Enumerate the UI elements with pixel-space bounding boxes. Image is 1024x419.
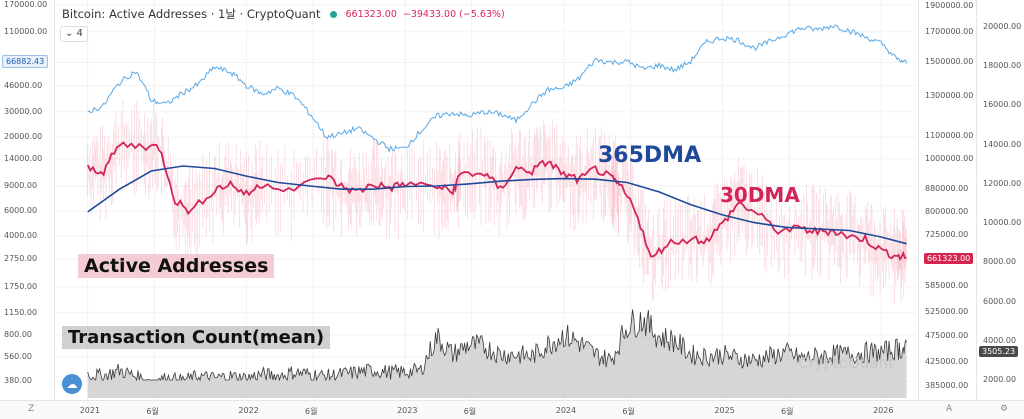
price-series <box>87 24 907 154</box>
y-tick-label: 4000.00 <box>4 230 38 240</box>
y-tick-label: 18000.00 <box>983 61 1022 71</box>
y-tick-label: 46000.00 <box>4 80 43 90</box>
y-tick-label: 6000.00 <box>983 296 1017 306</box>
price-badge: 66882.43 <box>2 55 49 68</box>
y-tick-label: 525000.00 <box>925 307 969 317</box>
y-tick-label: 9000.00 <box>4 181 38 191</box>
y-tick-label: 2750.00 <box>4 254 38 264</box>
x-tick-label: 6월 <box>463 407 477 416</box>
y-tick-label: 1000000.00 <box>925 153 974 163</box>
x-tick-label: 6월 <box>622 407 635 416</box>
y-tick-label: 170000.00 <box>4 0 48 9</box>
settings-gear-icon[interactable]: ⚙ <box>1000 404 1009 414</box>
legend-collapse-button[interactable]: ⌄ 4 <box>60 26 88 42</box>
current-value: 661323.00 <box>345 8 397 20</box>
y-tick-label: 14000.00 <box>983 139 1022 149</box>
y-tick-label: 560.00 <box>4 352 32 362</box>
transaction-count-series <box>87 309 907 382</box>
transaction-count-label: Transaction Count(mean) <box>62 326 331 349</box>
cloud-logo-icon[interactable]: ☁ <box>62 374 82 394</box>
y-tick-label: 1300000.00 <box>925 91 974 101</box>
x-tick-label: 6월 <box>305 407 318 416</box>
y-tick-label: 4000.00 <box>983 335 1017 345</box>
y-tick-label: 8000.00 <box>983 257 1017 267</box>
active-addresses-label: Active Addresses <box>78 254 275 278</box>
auto-scale-icon[interactable]: A <box>946 404 953 414</box>
y-tick-label: 10000.00 <box>983 218 1022 228</box>
y-tick-label: 1700000.00 <box>925 27 974 37</box>
chart-header: Bitcoin: Active Addresses · 1날 · CryptoQ… <box>62 6 505 22</box>
y-tick-label: 425000.00 <box>925 357 969 367</box>
y-tick-label: 110000.00 <box>4 26 48 36</box>
y-tick-label: 14000.00 <box>4 153 43 163</box>
dma365-series <box>87 165 907 245</box>
x-tick-label: 2021 <box>79 406 101 415</box>
y-tick-label: 2000.00 <box>983 375 1017 384</box>
y-tick-label: 585000.00 <box>925 281 969 291</box>
zoom-reset-icon[interactable]: Z <box>28 404 35 414</box>
time-axis[interactable]: 2021 6월 2022 6월 2023 6월 2024 6월 2025 6월 2026 <box>0 400 1024 419</box>
y-tick-label: 800.00 <box>4 330 32 340</box>
y-tick-label: 30000.00 <box>4 106 43 116</box>
cryptoquant-watermark: CryptoQuant <box>798 354 894 372</box>
y-tick-label: 880000.00 <box>925 184 969 194</box>
dma30-label: 30DMA <box>720 183 800 207</box>
x-tick-label: 6월 <box>781 407 794 416</box>
left-price-axis[interactable]: 170000.00 110000.00 66882.43 46000.00 30000.… <box>0 0 55 400</box>
y-tick-label: 1150.00 <box>4 307 38 317</box>
y-tick-label: 20000.00 <box>4 131 43 141</box>
y-tick-label: 800000.00 <box>925 206 969 216</box>
transaction-count-badge: 3505.23 <box>979 346 1019 357</box>
y-tick-label: 1900000.00 <box>925 1 974 10</box>
x-tick-label: 2024 <box>555 406 577 415</box>
active-addresses-axis[interactable]: 1900000.00 1700000.00 1500000.00 1300000.00… <box>918 0 977 400</box>
y-tick-label: 20000.00 <box>983 22 1022 31</box>
active-addresses-badge: 661323.00 <box>924 253 974 264</box>
value-change: −39433.00 (−5.63%) <box>402 8 505 20</box>
dma30-series <box>86 141 907 262</box>
y-tick-label: 6000.00 <box>4 206 38 215</box>
chart-title: Bitcoin: Active Addresses · 1날 · CryptoQ… <box>62 7 321 21</box>
x-tick-label: 2025 <box>714 406 735 415</box>
transaction-count-axis[interactable]: 20000.00 18000.00 16000.00 14000.00 12000.00… <box>976 0 1024 400</box>
y-tick-label: 1100000.00 <box>925 131 974 141</box>
y-tick-label: 1750.00 <box>4 281 38 291</box>
x-tick-label: 6월 <box>146 407 159 416</box>
y-tick-label: 16000.00 <box>983 100 1022 110</box>
live-status-icon <box>330 10 338 18</box>
y-tick-label: 475000.00 <box>925 330 969 340</box>
x-tick-label: 2023 <box>397 406 418 415</box>
y-tick-label: 1500000.00 <box>925 57 974 67</box>
dma365-label: 365DMA <box>598 143 702 168</box>
y-tick-label: 725000.00 <box>925 230 969 240</box>
x-tick-label: 2022 <box>238 406 259 415</box>
y-tick-label: 12000.00 <box>983 178 1022 188</box>
y-tick-label: 380.00 <box>4 376 32 385</box>
x-tick-label: 2026 <box>873 406 894 415</box>
y-tick-label: 385000.00 <box>925 381 969 390</box>
